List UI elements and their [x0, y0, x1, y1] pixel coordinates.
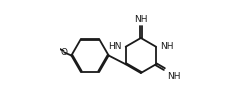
Text: NH: NH — [134, 15, 147, 24]
Text: NH: NH — [160, 42, 173, 51]
Text: NH: NH — [167, 71, 180, 80]
Text: O: O — [60, 48, 67, 57]
Text: HN: HN — [107, 42, 121, 51]
